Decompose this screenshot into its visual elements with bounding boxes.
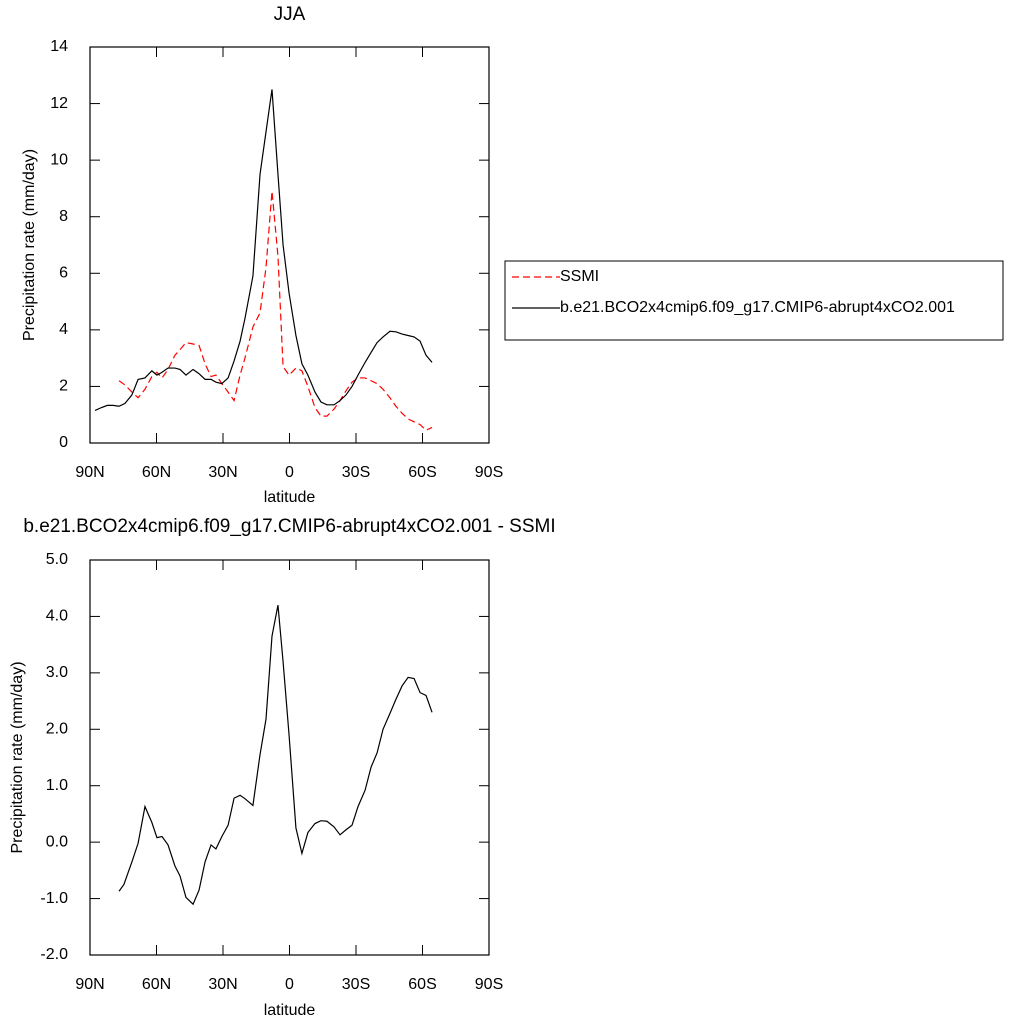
x-tick-label: 30N: [208, 976, 237, 993]
x-tick-label: 90N: [75, 976, 104, 993]
x-tick-label: 60S: [408, 464, 436, 481]
y-tick-label: 4.0: [46, 608, 68, 625]
y-tick-label: 12: [50, 95, 68, 112]
x-tick-label: 30S: [342, 464, 370, 481]
x-tick-label: 30S: [342, 976, 370, 993]
x-tick-label: 60N: [142, 976, 171, 993]
y-tick-label: 14: [50, 38, 68, 55]
y-tick-label: 2: [59, 378, 68, 395]
y-tick-label: 5.0: [46, 551, 68, 568]
data-line: [118, 605, 433, 906]
y-tick-label: 2.0: [46, 721, 68, 738]
x-tick-label: 60N: [142, 464, 171, 481]
y-tick-label: -1.0: [40, 890, 68, 907]
x-tick-label: 60S: [408, 976, 436, 993]
x-tick-label: 0: [285, 464, 294, 481]
data-line: [94, 89, 433, 412]
chart-title: b.e21.BCO2x4cmip6.f09_g17.CMIP6-abrupt4x…: [23, 516, 555, 537]
data-line: [118, 191, 433, 431]
x-tick-label: 30N: [208, 464, 237, 481]
x-tick-label: 90S: [475, 464, 503, 481]
y-tick-label: 3.0: [46, 664, 68, 681]
legend-box: [504, 260, 1004, 341]
y-tick-label: -2.0: [40, 946, 68, 963]
y-axis-label: Precipitation rate (mm/day): [9, 661, 26, 853]
x-tick-label: 90S: [475, 976, 503, 993]
chart-title: JJA: [274, 4, 306, 25]
plot-frame: [89, 559, 490, 956]
y-tick-label: 8: [59, 208, 68, 225]
y-tick-label: 6: [59, 265, 68, 282]
y-tick-label: 0.0: [46, 833, 68, 850]
y-tick-label: 10: [50, 151, 68, 168]
x-axis-label: latitude: [264, 1002, 316, 1019]
x-tick-label: 0: [285, 976, 294, 993]
plot-frame: [89, 46, 490, 444]
legend-label: SSMI: [560, 268, 599, 285]
y-tick-label: 1.0: [46, 777, 68, 794]
y-tick-label: 0: [59, 434, 68, 451]
legend-label: b.e21.BCO2x4cmip6.f09_g17.CMIP6-abrupt4x…: [560, 299, 955, 316]
y-axis-label: Precipitation rate (mm/day): [21, 149, 38, 341]
x-tick-label: 90N: [75, 464, 104, 481]
x-axis-label: latitude: [264, 489, 316, 506]
y-tick-label: 4: [59, 321, 68, 338]
